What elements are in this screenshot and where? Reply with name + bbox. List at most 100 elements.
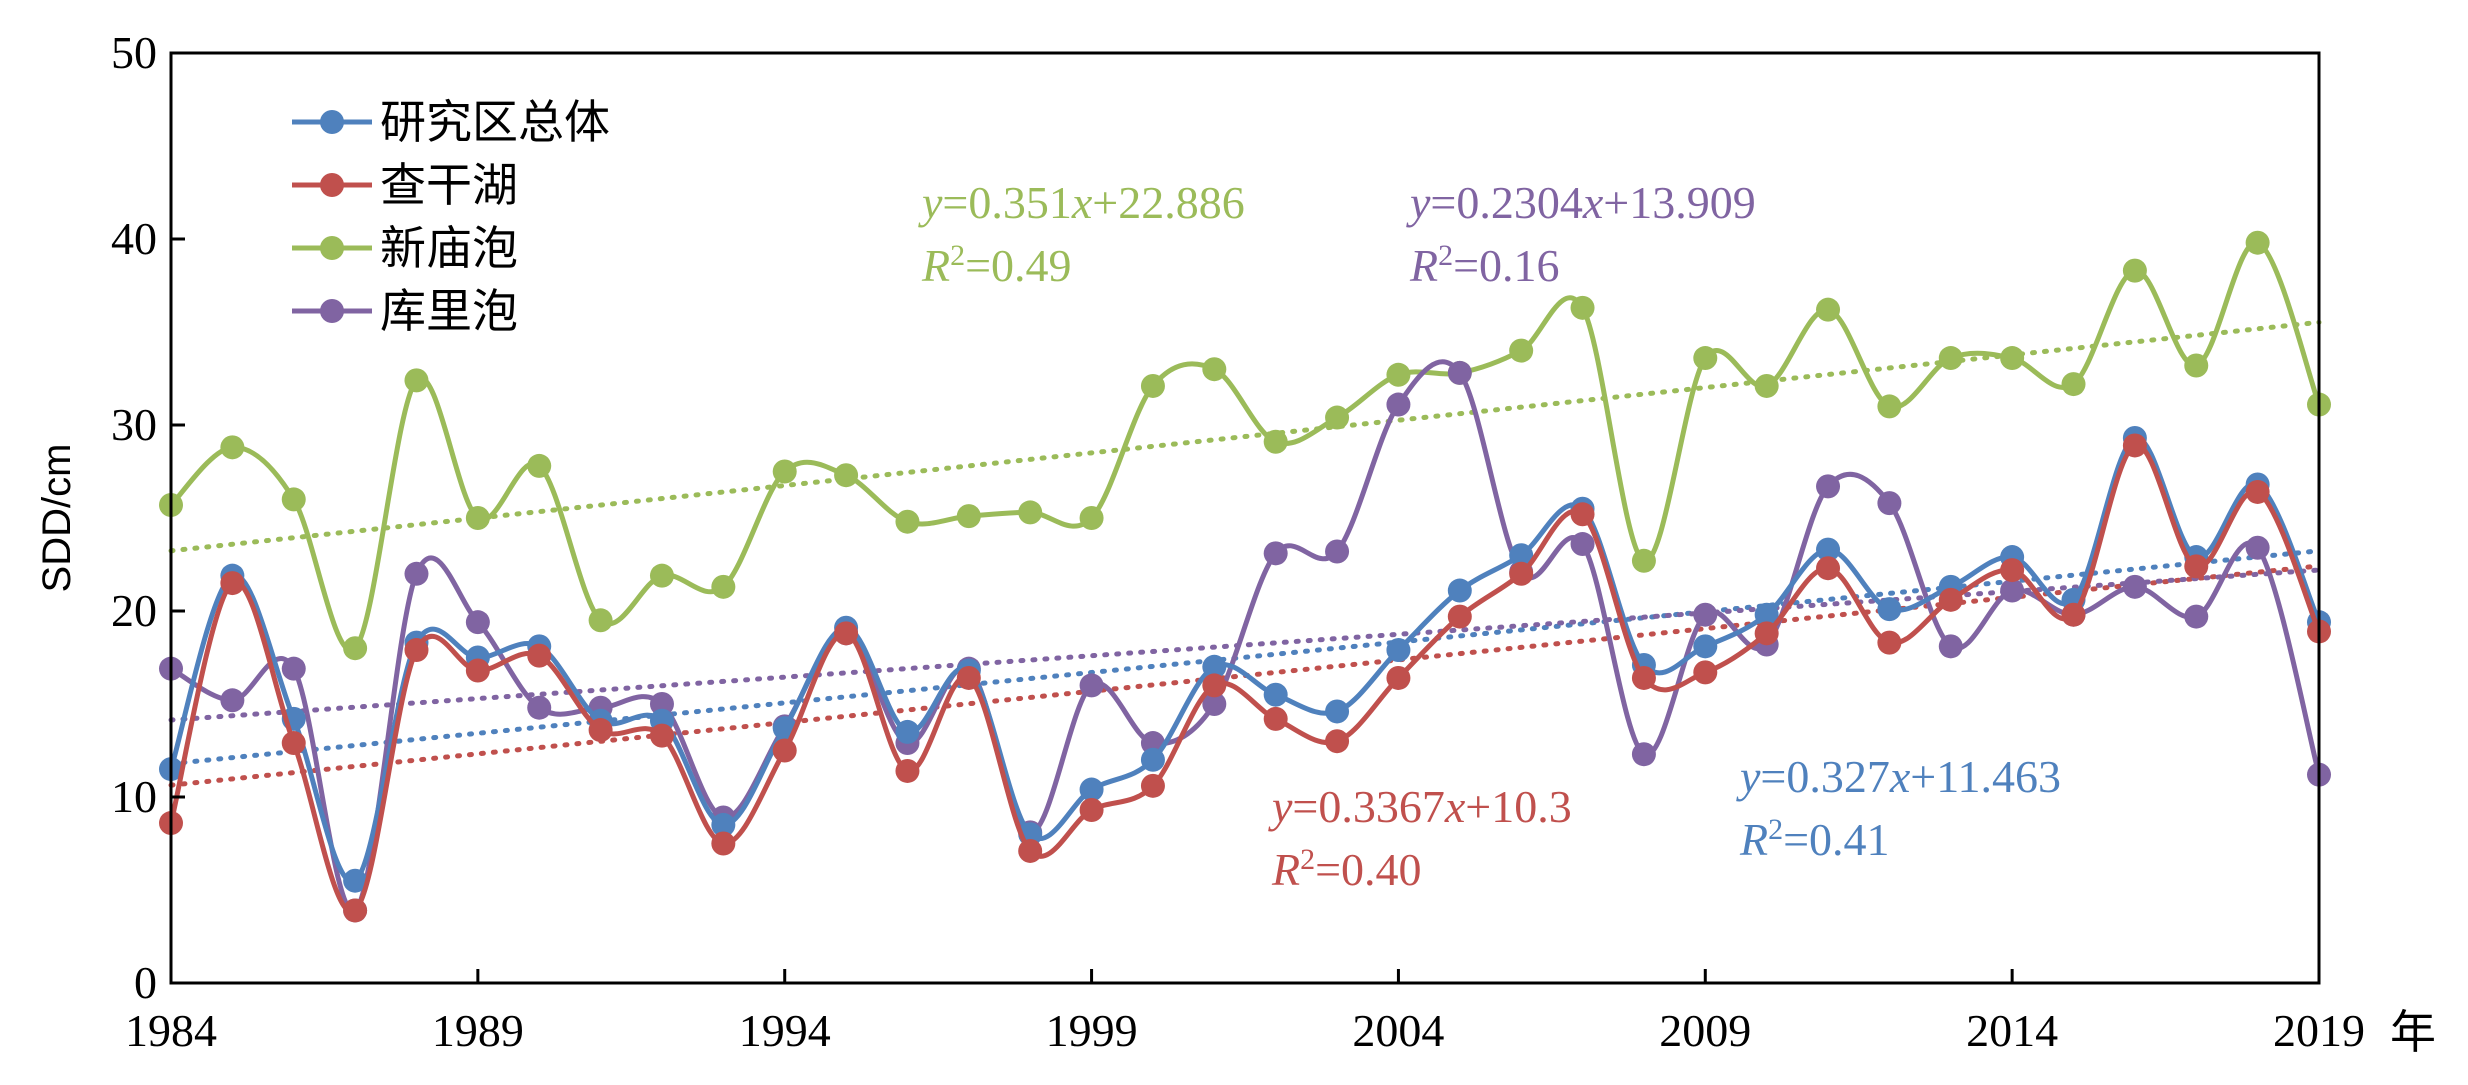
y-tick-label: 10 bbox=[111, 771, 157, 822]
legend-label: 查干湖 bbox=[380, 158, 518, 212]
x-tick-label: 1994 bbox=[739, 1005, 831, 1056]
data-point bbox=[1447, 578, 1472, 603]
trend-equations: y=0.327x+11.463 R2=0.41 y=0.3367x+10.3 R2=0… bbox=[918, 177, 2061, 895]
data-point bbox=[220, 688, 245, 713]
data-point bbox=[1816, 537, 1841, 562]
data-point bbox=[1386, 392, 1411, 417]
data-point bbox=[465, 658, 490, 683]
data-point bbox=[649, 692, 674, 716]
data-point bbox=[2000, 346, 2025, 371]
y-axis-title: SDD/cm bbox=[35, 444, 79, 593]
series-layer bbox=[159, 230, 2331, 923]
legend-marker bbox=[320, 299, 344, 323]
x-tick-label: 2014 bbox=[1966, 1005, 2058, 1056]
data-point bbox=[711, 574, 736, 599]
data-point bbox=[1263, 682, 1288, 707]
data-point bbox=[343, 636, 368, 661]
data-point bbox=[1938, 634, 1963, 659]
series-2 bbox=[159, 433, 2331, 923]
data-point bbox=[1509, 543, 1534, 568]
data-point bbox=[2184, 353, 2209, 378]
data-point bbox=[895, 758, 920, 783]
data-point bbox=[772, 738, 797, 763]
data-point bbox=[1570, 295, 1595, 320]
data-point bbox=[834, 463, 859, 488]
data-point bbox=[1754, 602, 1779, 627]
y-tick-label: 20 bbox=[111, 585, 157, 636]
data-point bbox=[1693, 634, 1718, 659]
x-tick-label: 2019 bbox=[2273, 1005, 2365, 1056]
data-point bbox=[1877, 394, 1902, 419]
data-point bbox=[527, 643, 552, 668]
data-point bbox=[588, 608, 613, 633]
data-point bbox=[1509, 561, 1534, 586]
data-point bbox=[1202, 692, 1227, 716]
legend-marker bbox=[320, 236, 344, 260]
x-tick-label: 1999 bbox=[1046, 1005, 1138, 1056]
trend-equation: y=0.351x+22.886 bbox=[918, 177, 1245, 228]
data-point bbox=[2245, 479, 2270, 504]
data-point bbox=[2245, 535, 2270, 560]
data-point bbox=[281, 656, 306, 681]
data-point bbox=[1877, 597, 1902, 622]
series-line bbox=[168, 435, 2322, 884]
data-point bbox=[1386, 665, 1411, 690]
data-point bbox=[2184, 604, 2209, 629]
series-line bbox=[168, 442, 2322, 915]
data-point bbox=[1386, 362, 1411, 387]
trend-r2: R2=0.16 bbox=[1409, 239, 1560, 292]
data-point bbox=[1079, 777, 1104, 802]
data-point bbox=[404, 561, 429, 586]
data-point bbox=[2184, 554, 2209, 579]
legend-item: 研究区总体 bbox=[292, 95, 610, 149]
data-point bbox=[1202, 673, 1227, 698]
data-point bbox=[588, 718, 613, 743]
data-point bbox=[1631, 665, 1656, 690]
data-point bbox=[1263, 541, 1288, 566]
data-point bbox=[1938, 587, 1963, 612]
y-tick-label: 0 bbox=[134, 957, 157, 1008]
data-point bbox=[1140, 373, 1165, 398]
data-point bbox=[834, 621, 859, 646]
data-point bbox=[2122, 433, 2147, 458]
data-point bbox=[1018, 838, 1043, 863]
data-point bbox=[2000, 558, 2025, 583]
data-point bbox=[2245, 230, 2270, 255]
data-point bbox=[220, 435, 245, 460]
legend-marker bbox=[320, 110, 344, 134]
data-point bbox=[956, 504, 981, 529]
data-point bbox=[1570, 532, 1595, 557]
data-point bbox=[527, 695, 552, 720]
data-point bbox=[1140, 773, 1165, 798]
data-point bbox=[711, 831, 736, 856]
data-point bbox=[1325, 405, 1350, 430]
trend-r2: R2=0.41 bbox=[1739, 813, 1890, 866]
data-point bbox=[220, 571, 245, 596]
data-point bbox=[1816, 474, 1841, 499]
legend-item: 新庙泡 bbox=[292, 221, 518, 275]
data-point bbox=[2061, 372, 2086, 397]
data-point bbox=[1754, 621, 1779, 646]
axis-layer: 0 10 20 30 40 50 1984 1989 1994 1999 2004 2009 2014 2… bbox=[111, 27, 2365, 1056]
data-point bbox=[1754, 373, 1779, 398]
data-point bbox=[895, 509, 920, 534]
data-point bbox=[1263, 429, 1288, 454]
data-point bbox=[465, 506, 490, 530]
data-point bbox=[281, 731, 306, 756]
data-point bbox=[1447, 360, 1472, 385]
y-tick-label: 50 bbox=[111, 27, 157, 78]
data-point bbox=[1570, 502, 1595, 527]
data-point bbox=[1140, 747, 1165, 772]
data-point bbox=[2000, 578, 2025, 603]
data-point bbox=[1877, 491, 1902, 516]
data-point bbox=[343, 868, 368, 893]
legend-marker bbox=[320, 173, 344, 197]
x-tick-label: 2009 bbox=[1659, 1005, 1751, 1056]
data-point bbox=[772, 459, 797, 484]
data-point bbox=[1202, 654, 1227, 679]
data-point bbox=[1631, 742, 1656, 767]
data-point bbox=[711, 812, 736, 837]
data-point bbox=[1079, 673, 1104, 698]
data-point bbox=[1325, 539, 1350, 564]
data-point bbox=[281, 487, 306, 512]
